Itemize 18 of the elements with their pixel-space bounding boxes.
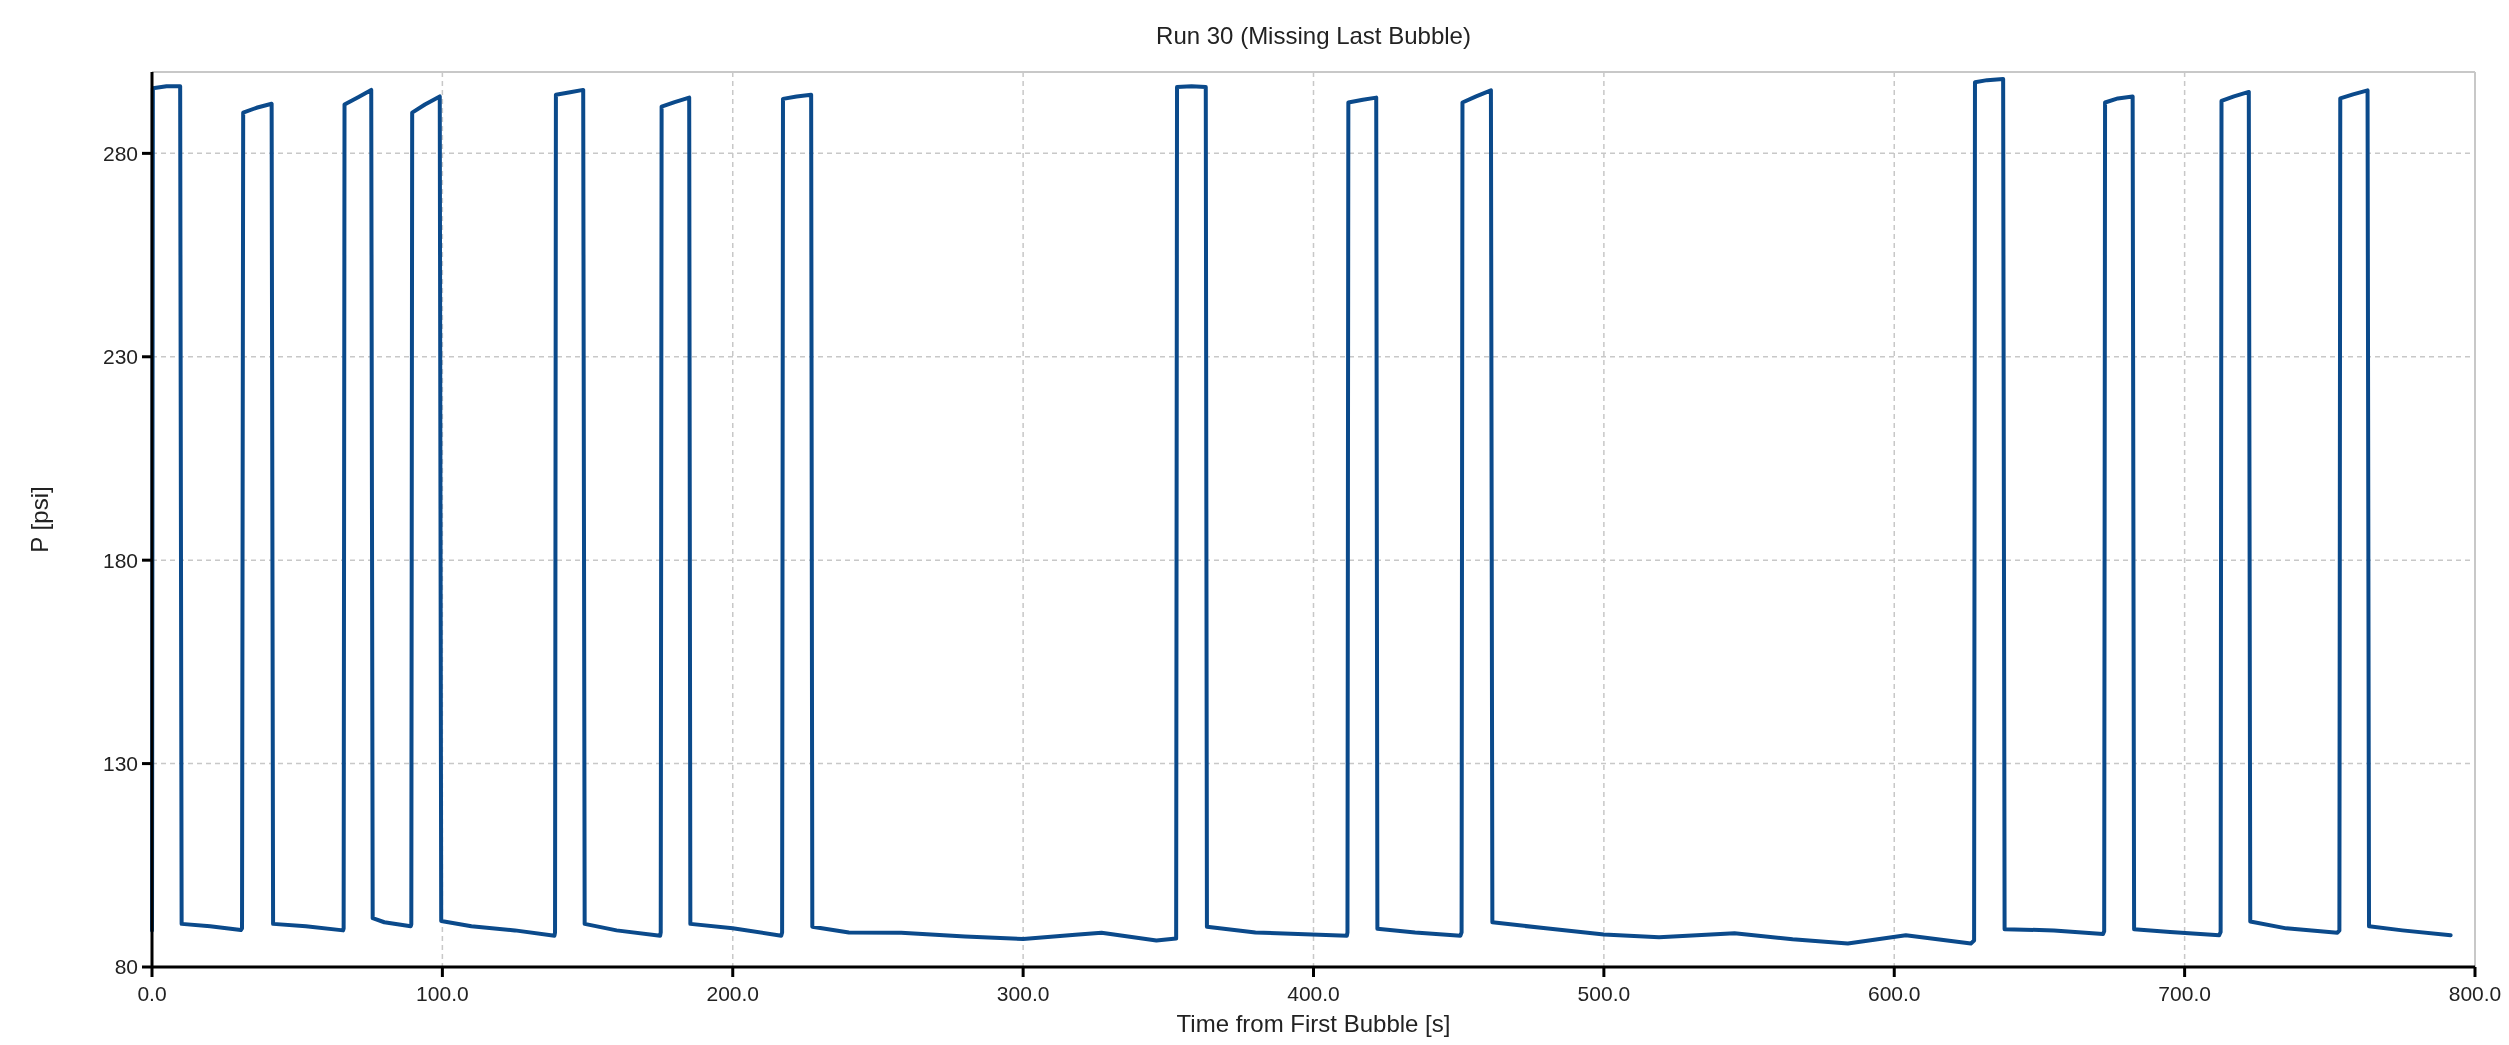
x-axis-title: Time from First Bubble [s] [1176, 1010, 1451, 1037]
y-tick-label: 280 [102, 141, 138, 165]
y-tick-label: 230 [102, 345, 138, 369]
line-series [150, 76, 2453, 946]
x-tick-label: 200.0 [706, 982, 760, 1005]
x-tick-label: 600.0 [1867, 982, 1921, 1005]
chart-title: Run 30 (Missing Last Bubble) [1156, 22, 1471, 49]
x-tick-label: 300.0 [996, 982, 1050, 1005]
x-tick-label: 800.0 [2448, 982, 2502, 1005]
x-tick-label: 700.0 [2158, 982, 2211, 1005]
y-tick-label: 180 [102, 548, 138, 572]
y-tick-label: 80 [114, 955, 138, 979]
x-tick-label: 500.0 [1577, 982, 1631, 1005]
y-axis-title: P [psi] [26, 486, 53, 553]
x-tick-label: 400.0 [1287, 982, 1340, 1005]
x-tick-label: 100.0 [416, 982, 469, 1005]
x-tick-label: 0.0 [137, 982, 167, 1005]
y-tick-label: 130 [102, 751, 138, 775]
